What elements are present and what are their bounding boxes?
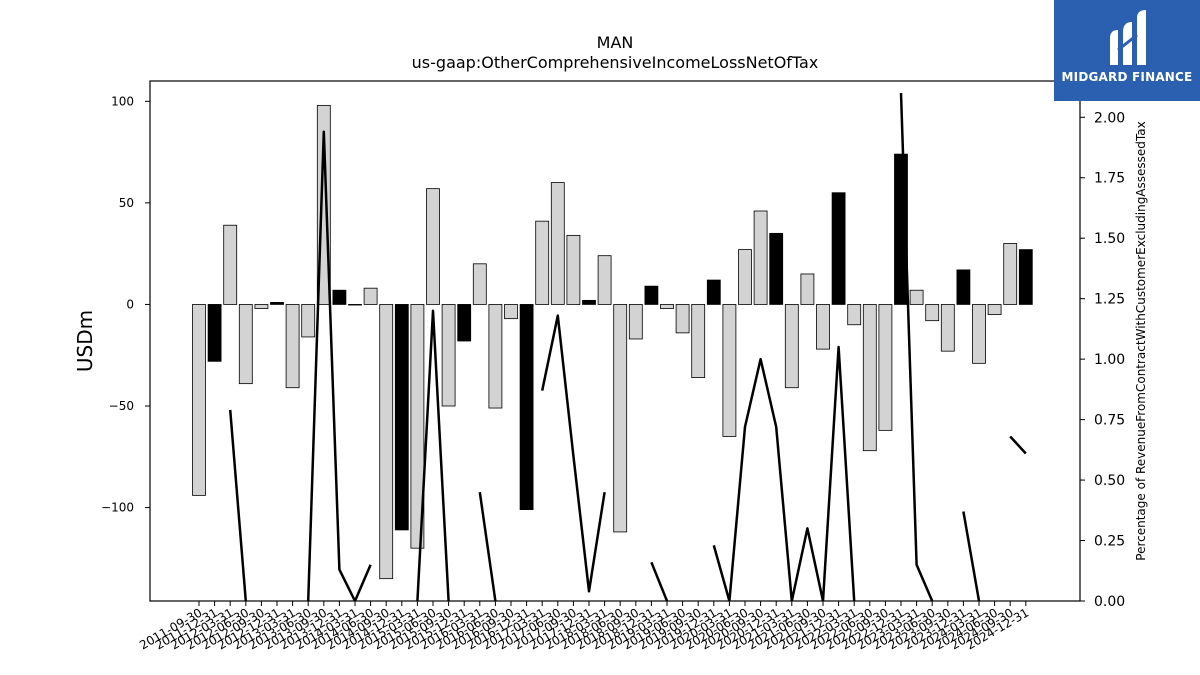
plot-frame [149, 80, 1081, 602]
y-tick-label: 100 [111, 94, 134, 108]
y2-axis-label: Percentage of RevenueFromContractWithCus… [1134, 121, 1148, 560]
midgard-logo-icon [1110, 10, 1146, 65]
bar [956, 269, 971, 305]
bar [207, 304, 222, 362]
bar [831, 192, 846, 305]
bar [504, 304, 518, 320]
y2-tick-label: 1.75 [1094, 171, 1125, 187]
bar [909, 289, 924, 305]
y-tick-label: −50 [109, 399, 134, 413]
y2-tick-label: 0.75 [1094, 413, 1125, 429]
line-layer [228, 93, 1027, 601]
bar [972, 304, 986, 364]
bar [816, 304, 830, 350]
bar [566, 234, 581, 305]
bar [472, 263, 487, 305]
bar [628, 304, 643, 340]
bar [410, 304, 425, 549]
bar [192, 304, 206, 496]
y2-tick-label: 0.00 [1094, 594, 1125, 610]
bar [613, 304, 628, 533]
bar [363, 287, 378, 305]
bar [660, 304, 674, 309]
bar [753, 210, 768, 305]
bar [675, 304, 690, 334]
bar [691, 304, 706, 378]
bar [1003, 243, 1018, 305]
bar [940, 304, 955, 352]
bar [847, 304, 862, 326]
bar [254, 304, 269, 309]
y2-tick-label: 1.00 [1094, 352, 1125, 368]
bar [582, 299, 596, 305]
bar [488, 304, 503, 409]
y-axis: 100 50 0 −50 −100 [101, 94, 150, 515]
bar [457, 304, 472, 342]
bar [597, 255, 612, 305]
bar [925, 304, 940, 322]
bar [348, 304, 362, 306]
chart-subtitle: us-gaap:OtherComprehensiveIncomeLossNetO… [412, 53, 819, 72]
bar [878, 304, 893, 431]
y2-tick-label: 0.50 [1094, 473, 1125, 489]
bar [1018, 249, 1033, 305]
bar [769, 232, 784, 305]
y-axis-label: USDm [73, 310, 97, 372]
bar [987, 304, 1002, 315]
bar [441, 304, 456, 407]
bar [519, 304, 534, 510]
y-tick-label: 0 [126, 297, 134, 311]
y2-axis: 2.00 1.75 1.50 1.25 1.00 0.75 0.50 0.25 0.00 [1080, 110, 1125, 610]
series-line [228, 93, 1027, 601]
chart-title: MAN [597, 33, 634, 52]
bar [738, 249, 752, 305]
bars-layer [192, 104, 1033, 580]
bar [394, 304, 409, 531]
bar [644, 285, 659, 305]
y2-tick-label: 1.25 [1094, 292, 1125, 308]
y-tick-label: −100 [101, 501, 134, 515]
x-axis: 2011-09-302011-12-312012-03-312012-06-30… [137, 601, 1031, 652]
bar [332, 289, 347, 305]
bar [223, 224, 238, 305]
bar [784, 304, 799, 389]
bar [800, 273, 815, 305]
bar [379, 304, 394, 580]
bar [301, 304, 316, 338]
midgard-finance-logo: MIDGARD FINANCE [1054, 0, 1200, 101]
y2-tick-label: 0.25 [1094, 534, 1125, 550]
y-tick-label: 50 [119, 196, 134, 210]
logo-text: MIDGARD FINANCE [1061, 70, 1193, 84]
bar [535, 220, 550, 305]
bar [285, 304, 300, 389]
bar [550, 182, 565, 305]
bar [426, 188, 440, 305]
y2-tick-label: 2.00 [1094, 110, 1125, 126]
bar [862, 304, 877, 452]
bar [270, 302, 284, 305]
bar [706, 279, 721, 305]
bar [722, 304, 737, 437]
y2-tick-label: 1.50 [1094, 231, 1125, 247]
bar [238, 304, 253, 385]
